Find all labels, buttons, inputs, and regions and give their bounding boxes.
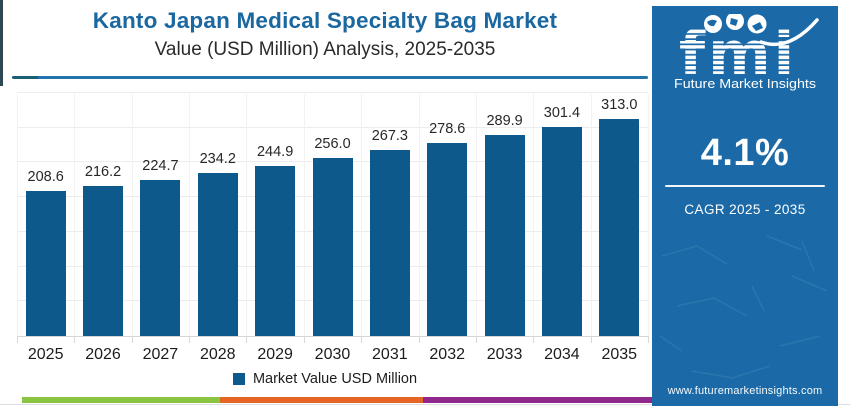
bar-value-label: 267.3 [371,128,408,145]
bar-value-label: 313.0 [601,96,638,113]
header-underline [12,76,648,79]
sidebar-divider [665,185,825,187]
x-axis-label-2030: 2030 [314,346,351,363]
logo-globe-landmass [730,18,738,26]
bar-value-label: 216.2 [84,163,122,180]
chart-legend: Market Value USD Million [0,371,650,387]
map-texture-decoration [659,235,828,379]
axis-tick [189,336,191,343]
logo-swoosh-icon [759,18,819,47]
bar-value-label: 224.7 [142,158,179,174]
bar-2027 [140,180,181,336]
bar-value-label: 234.2 [199,151,236,168]
cagr-value: 4.1% [700,132,790,174]
legend-swatch-icon [232,373,245,385]
bar-value-label: 278.6 [429,120,466,137]
bar-2031 [369,150,410,336]
axis-tick [418,336,420,343]
gridline [17,126,648,128]
gridline [246,94,248,336]
axis-tick [533,336,535,343]
chart-subtitle: Value (USD Million) Analysis, 2025-2035 [154,39,496,60]
chart-title: Kanto Japan Medical Specialty Bag Market [92,8,558,33]
gridline [361,94,363,336]
strip-segment-purple [422,397,652,403]
axis-tick [361,336,363,343]
bar-2028 [197,173,238,336]
website-url: www.futuremarketinsights.com [667,385,823,397]
bar-value-label: 208.6 [27,169,64,186]
x-axis-label-2032: 2032 [429,346,465,363]
x-axis-label-2028: 2028 [199,346,236,363]
bar-2033 [484,134,525,336]
axis-tick [17,336,18,343]
bar-value-label: 289.9 [486,112,523,129]
fmi-logo-tagline: Future Market Insights [674,77,816,91]
axis-tick [74,336,76,343]
x-axis-label-2031: 2031 [372,346,408,363]
bar-2029 [255,165,296,336]
gridline [303,94,305,336]
bar-value-label: 244.9 [256,143,294,160]
gridline [17,94,18,336]
axis-tick [590,336,592,343]
plot-area: 208.6 216.2 224.7 234.2 244.9 256.0 267.3 278.6… [17,92,649,343]
bar-2025 [25,191,66,336]
bar-2026 [83,185,124,336]
footer-color-strip [22,397,652,403]
strip-segment-orange [219,397,423,403]
gridline [418,94,420,336]
bar-value-label: 256.0 [314,136,351,153]
footer-hairline [0,404,850,405]
bar-value-label: 301.4 [543,104,581,121]
bar-2032 [427,142,468,336]
x-axis-label-2026: 2026 [85,346,121,363]
x-axis-label-2033: 2033 [486,346,523,363]
page-edge-decoration [0,0,3,86]
fmi-logo: fmi Future Market Insights [665,12,825,97]
cagr-label: CAGR 2025 - 2035 [684,202,806,217]
axis-tick [648,336,649,343]
bar-2035 [599,118,640,336]
fmi-logo-text: fmi [679,19,797,89]
gridline [648,94,649,336]
bar-2030 [312,158,353,336]
legend-label: Market Value USD Million [252,371,418,387]
gridline [475,94,477,336]
bar-2034 [541,126,582,336]
gridline [189,94,191,336]
axis-tick [131,336,133,343]
axis-tick [303,336,305,343]
gridline [17,92,648,93]
gridline [590,94,592,336]
gridline [74,94,76,336]
gridline [131,94,133,336]
brand-sidebar: fmi Future Market Insights 4.1% CAGR 202… [652,6,838,406]
x-axis-label-2035: 2035 [601,346,638,363]
logo-globe-landmass [752,22,763,31]
strip-segment-green [22,397,220,403]
x-axis-labels: 2025 2026 2027 2028 2029 2030 2031 2032 2033 2034… [17,346,648,364]
x-axis-label-2029: 2029 [257,346,293,363]
logo-globe-landmass [707,19,717,27]
axis-tick [246,336,248,343]
axis-tick [475,336,477,343]
gridline [533,94,535,336]
x-axis-label-2025: 2025 [27,346,64,363]
x-axis-label-2034: 2034 [544,346,580,363]
x-axis-label-2027: 2027 [142,346,179,363]
